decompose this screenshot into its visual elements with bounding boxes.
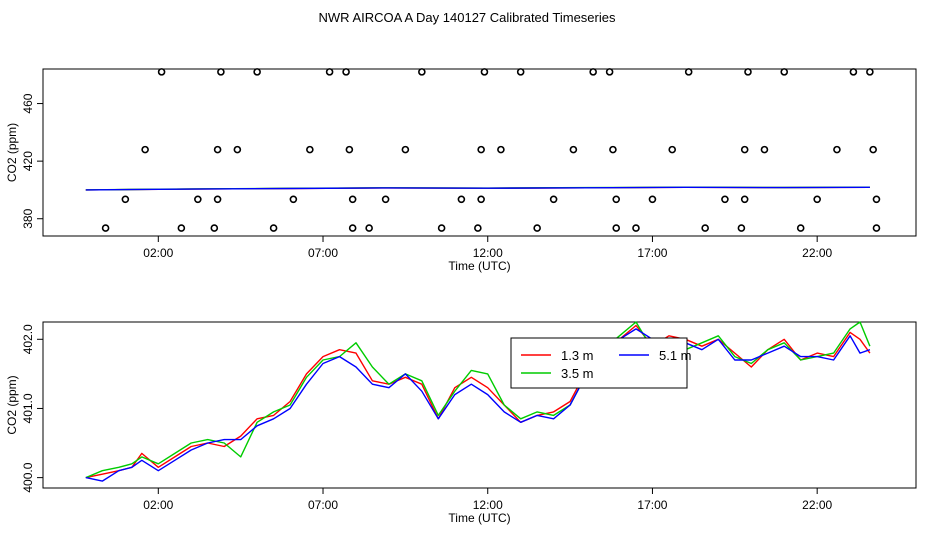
figure-title: NWR AIRCOA A Day 140127 Calibrated Times…: [319, 10, 616, 25]
data-point: [457, 195, 466, 204]
data-point: [549, 195, 558, 204]
series-line-2: [85, 186, 870, 191]
data-point: [813, 195, 821, 204]
data-point: [796, 224, 805, 232]
x-axis-label: Time (UTC): [448, 259, 510, 273]
x-axis-label: Time (UTC): [448, 511, 510, 525]
data-point: [477, 195, 485, 204]
plot-frame: [42, 68, 917, 237]
series-line-1-3-m: [85, 324, 871, 479]
plot-frame: [42, 321, 917, 489]
data-point: [869, 145, 877, 154]
data-point: [306, 145, 314, 154]
data-point: [609, 145, 617, 154]
series-line-3-5-m: [85, 321, 871, 479]
x-tick-label: 12:00: [473, 246, 503, 260]
y-axis-label: CO2 (ppm): [5, 123, 19, 182]
data-point: [684, 68, 693, 76]
data-point: [401, 145, 410, 154]
data-point: [740, 195, 749, 204]
data-point: [872, 195, 881, 204]
x-tick-label: 22:00: [802, 246, 832, 260]
data-point: [101, 224, 110, 232]
data-point: [612, 224, 621, 232]
data-point: [589, 68, 597, 76]
data-point: [477, 145, 485, 154]
x-tick-label: 07:00: [308, 498, 338, 512]
y-tick-label: 401.0: [21, 393, 35, 423]
data-point: [849, 68, 858, 76]
data-point: [121, 195, 130, 204]
data-point: [269, 224, 278, 232]
y-axis-label: CO2 (ppm): [5, 375, 19, 434]
data-point: [253, 68, 261, 76]
scatter-panel: 02:00 07:00 12:00 17:00 22:00 380 420 460 Time (…: [5, 68, 917, 273]
data-point: [612, 195, 621, 204]
data-point: [365, 224, 373, 232]
data-point: [668, 145, 677, 154]
data-point: [701, 224, 709, 232]
x-tick-label: 02:00: [143, 246, 173, 260]
data-point: [289, 195, 298, 204]
data-point: [348, 195, 357, 204]
data-point: [833, 145, 841, 154]
data-point: [744, 68, 752, 76]
data-point: [157, 68, 166, 76]
data-point: [141, 145, 149, 154]
data-point: [872, 224, 881, 232]
series-line-5-1-m: [85, 328, 871, 482]
data-point: [605, 68, 614, 76]
x-tick-label: 17:00: [637, 246, 667, 260]
data-point: [233, 145, 242, 154]
x-tick-label: 17:00: [637, 498, 667, 512]
y-tick-label: 460: [21, 93, 35, 113]
data-point: [210, 224, 219, 232]
legend: 1.3 m 3.5 m 5.1 m: [510, 337, 692, 389]
y-tick-label: 400.0: [21, 462, 35, 492]
data-point: [177, 224, 186, 232]
data-point: [213, 195, 222, 204]
data-point: [217, 68, 225, 76]
data-point: [348, 224, 357, 232]
data-point: [342, 68, 350, 76]
data-point: [737, 224, 746, 232]
legend-label: 5.1 m: [659, 348, 692, 363]
x-tick-label: 22:00: [802, 498, 832, 512]
data-point: [194, 195, 202, 204]
data-point: [740, 145, 749, 154]
line-panel: 02:00 07:00 12:00 17:00 22:00 400.0 401.0 402.0…: [5, 321, 917, 525]
data-point: [381, 195, 390, 204]
y-tick-label: 380: [21, 208, 35, 228]
data-point: [325, 68, 334, 76]
data-point: [516, 68, 525, 76]
data-point: [497, 145, 505, 154]
data-point: [345, 145, 354, 154]
x-tick-label: 07:00: [308, 246, 338, 260]
data-point: [213, 145, 222, 154]
data-point: [533, 224, 541, 232]
data-point: [480, 68, 489, 76]
data-point: [474, 224, 482, 232]
data-point: [569, 145, 578, 154]
data-point: [760, 145, 769, 154]
legend-box: [510, 337, 688, 389]
data-point: [632, 224, 640, 232]
x-tick-label: 02:00: [143, 498, 173, 512]
legend-label: 1.3 m: [561, 348, 594, 363]
y-tick-label: 402.0: [21, 324, 35, 354]
data-point: [437, 224, 446, 232]
legend-label: 3.5 m: [561, 366, 594, 381]
data-point: [721, 195, 729, 204]
data-point: [418, 68, 426, 76]
x-tick-label: 12:00: [473, 498, 503, 512]
y-tick-label: 420: [21, 151, 35, 171]
data-point: [866, 68, 874, 76]
data-point: [648, 195, 657, 204]
data-point: [780, 68, 789, 76]
